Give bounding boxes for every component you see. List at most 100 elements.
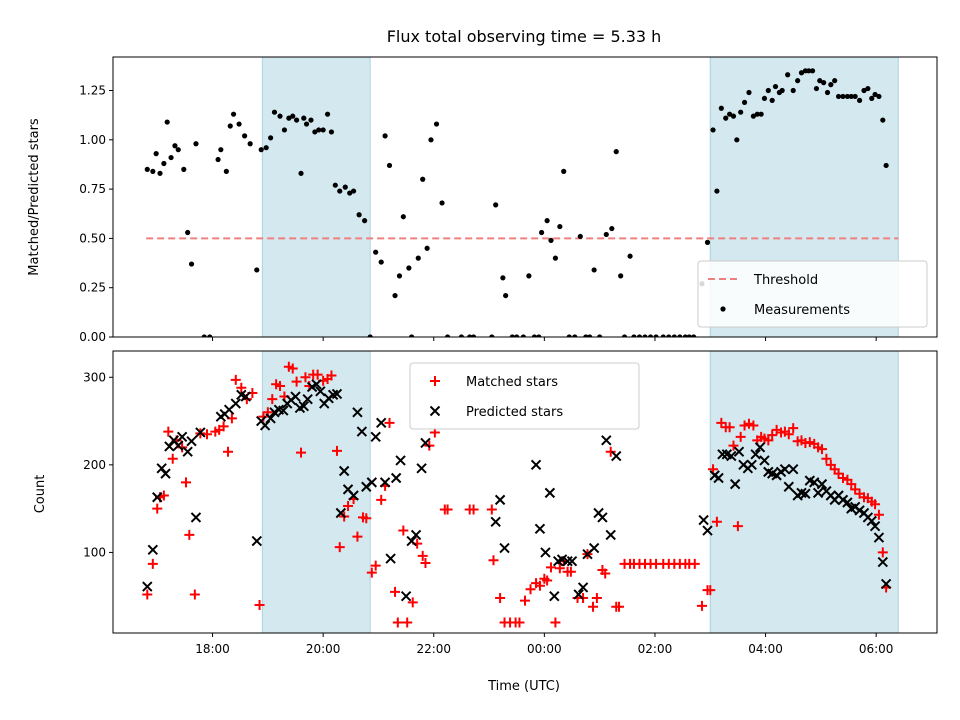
y-tick-label: 0.25 [79,281,106,295]
matched-star-point [147,558,158,569]
measurement-point [727,111,733,117]
measurement-point [746,89,752,96]
measurement-point [409,334,415,337]
predicted-star-point [562,555,573,567]
matched-star-point [732,521,743,532]
matched-star-point [254,599,265,610]
panel-frame [112,350,938,634]
measurement-point [157,170,163,176]
predicted-star-point [160,468,171,479]
matched-star-point [600,568,611,579]
chart-title: Flux total observing time = 5.33 h [387,27,662,46]
matched-star-point [384,417,395,428]
measurement-point [281,127,288,133]
predicted-star-point [544,487,556,499]
matched-star-point [748,420,759,431]
measurement-point [660,334,666,337]
measurement-point [324,111,331,117]
measurement-point [577,233,583,240]
measurement-point [509,334,515,337]
measurement-point [150,168,156,174]
matched-star-point [343,501,354,512]
measurement-point [164,119,170,125]
measurement-point [161,160,167,167]
measurement-point [750,113,756,119]
matched-star-point [788,423,799,434]
predicted-star-point [406,535,417,547]
measurement-point [691,334,697,337]
predicted-star-point [713,472,724,484]
matched-star-point [300,372,311,383]
measurement-point [342,184,348,190]
measurement-point [181,166,187,172]
legend-label: Measurements [754,303,850,318]
measurement-point [247,141,253,147]
measurement-point [621,334,628,337]
matched-star-point [142,589,153,600]
matched-star-point [534,580,545,591]
measurement-point [332,182,338,188]
measurement-point [298,170,304,176]
matched-star-point [837,472,848,483]
measurement-point [396,273,403,279]
measurement-point [785,72,791,78]
matched-star-point [326,370,337,381]
measurement-point [458,334,465,337]
measurement-point [415,255,421,261]
y-tick-label: 0.75 [79,182,106,196]
measurement-point [779,87,785,94]
measurement-point [618,273,624,279]
measurement-point [420,176,426,182]
legend-predicted-swatch [429,405,441,417]
predicted-star-point [278,405,289,416]
predicted-star-point [812,487,824,499]
measurement-point [852,93,858,100]
matched-star-point [545,562,556,573]
matched-star-point [735,431,746,442]
legend-matched-swatch [430,376,440,386]
predicted-star-point [490,516,501,527]
predicted-star-point [385,553,396,564]
matched-star-point [514,617,525,628]
matched-star-point [236,382,247,393]
measurement-point [704,239,711,245]
predicted-star-point [577,582,589,593]
measurement-point [677,334,683,337]
measurement-point [350,188,357,194]
predicted-star-point [186,435,197,447]
predicted-star-point [259,420,271,431]
measurement-point [754,111,760,117]
predicted-star-point [302,393,313,405]
predicted-star-point [298,400,309,412]
matched-star-point [711,516,722,527]
matched-star-point [230,374,241,385]
measurement-point [627,253,633,259]
predicted-star-point [869,520,881,532]
measurement-point [730,113,737,119]
measurement-point [671,334,677,337]
legend-measurement-swatch [720,306,726,312]
matched-star-point [550,617,561,628]
predicted-star-point [176,431,188,443]
predicted-star-point [420,437,431,449]
matched-star-point [163,426,174,437]
matched-star-point [361,513,372,524]
matched-star-point [352,531,363,542]
matched-star-point [312,369,323,380]
predicted-star-point [335,507,347,519]
matched-star-point [542,575,553,586]
measurement-point [271,109,278,115]
measurement-point [316,127,322,133]
measurement-point [587,334,593,337]
measurement-point [821,80,827,86]
measurement-point [790,87,796,94]
predicted-star-point [816,478,828,490]
predicted-star-point [866,515,877,527]
measurement-point [686,334,692,337]
predicted-star-point [729,478,741,490]
measurement-point [470,334,477,337]
predicted-star-point [733,446,745,457]
predicted-star-point [390,472,402,484]
measurement-point [201,334,207,337]
predicted-star-point [164,441,175,452]
